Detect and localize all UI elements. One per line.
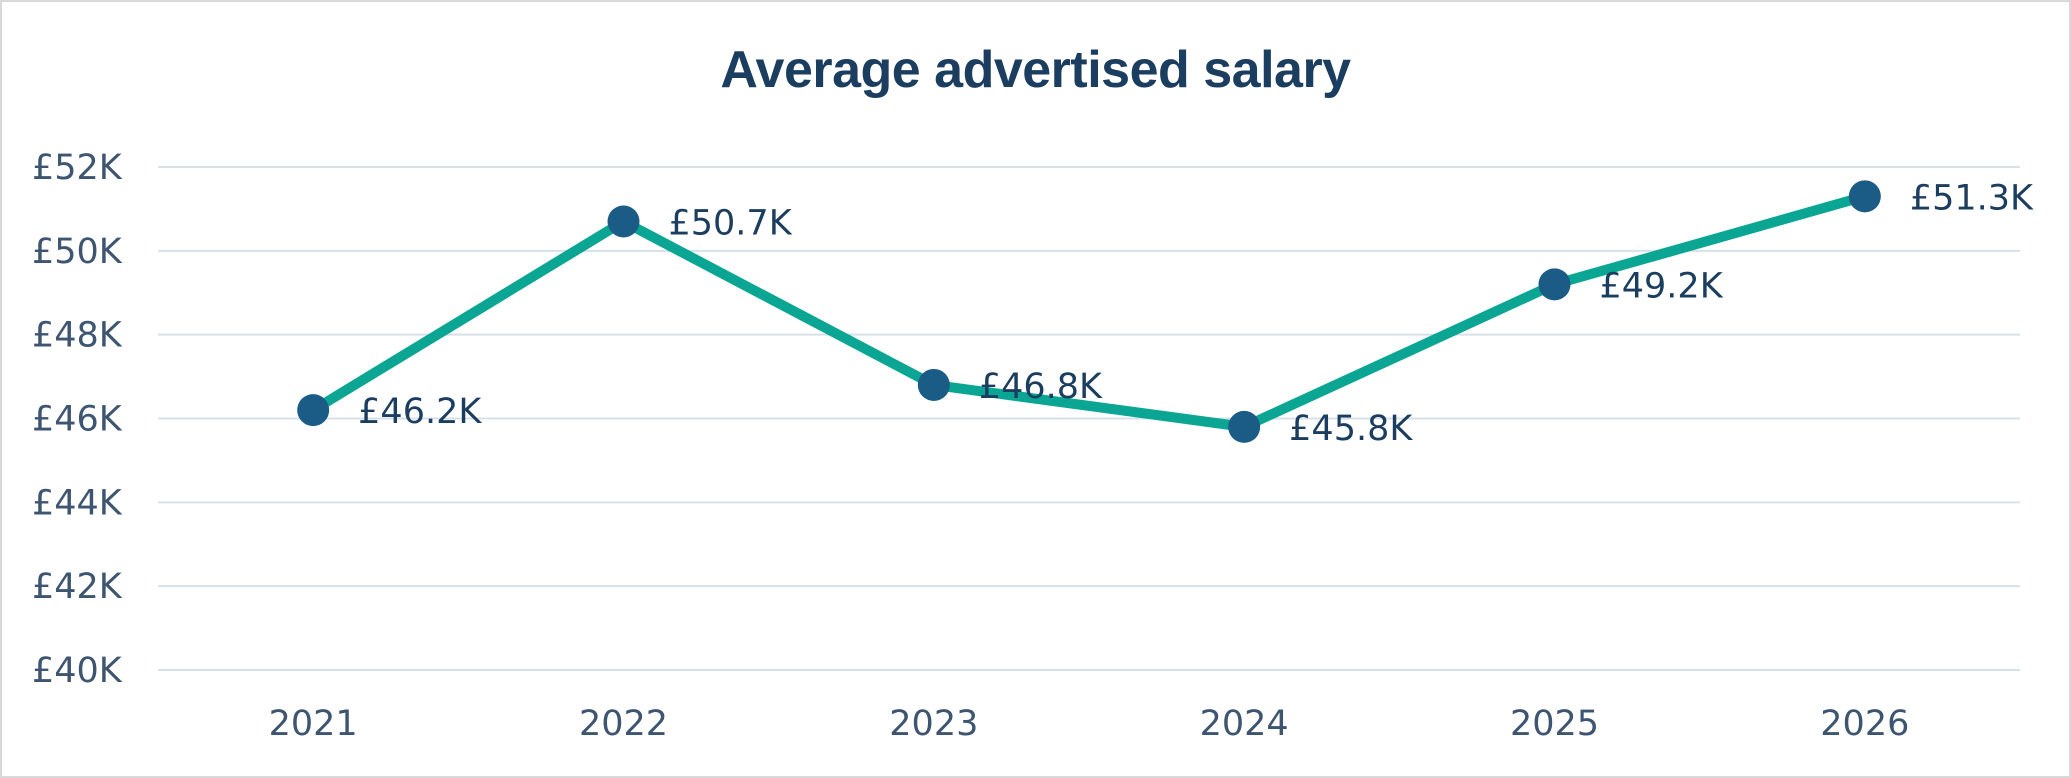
data-label: £46.2K — [358, 392, 482, 432]
y-tick-label: £52K — [32, 148, 123, 188]
x-tick-label: 2023 — [889, 704, 978, 744]
data-point — [1538, 268, 1571, 301]
chart-title: Average advertised salary — [720, 41, 1351, 99]
x-tick-label: 2025 — [1510, 704, 1599, 744]
data-label: £46.8K — [979, 367, 1103, 407]
y-tick-label: £50K — [32, 232, 123, 272]
data-label: £49.2K — [1600, 266, 1724, 306]
series-line — [308, 191, 1870, 432]
data-label: £45.8K — [1289, 409, 1413, 449]
data-point — [607, 205, 640, 238]
data-label: £51.3K — [1910, 178, 2034, 218]
y-tick-label: £46K — [32, 400, 123, 440]
y-tick-label: £42K — [32, 567, 123, 607]
x-tick-label: 2021 — [269, 704, 358, 744]
data-point — [1848, 180, 1881, 213]
y-tick-label: £44K — [32, 483, 123, 523]
data-point — [1228, 410, 1261, 443]
data-point — [917, 368, 950, 401]
x-tick-label: 2022 — [579, 704, 668, 744]
data-point — [297, 394, 330, 427]
data-label: £50.7K — [669, 203, 793, 243]
x-tick-label: 2026 — [1820, 704, 1909, 744]
y-tick-label: £40K — [32, 651, 123, 691]
x-tick-label: 2024 — [1200, 704, 1289, 744]
y-tick-label: £48K — [32, 316, 123, 356]
